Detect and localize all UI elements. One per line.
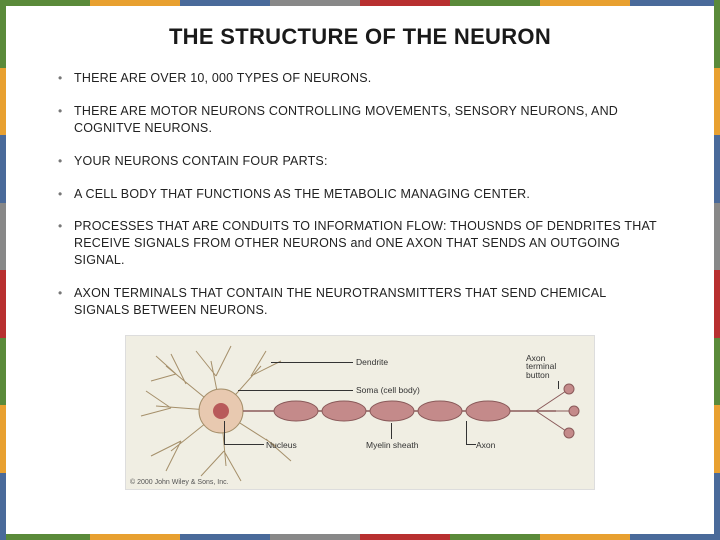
neuron-illustration: Dendrite Soma (cell body) Nucleus Axon M… [125,335,595,490]
leader-line [558,381,559,389]
figure-copyright: © 2000 John Wiley & Sons, Inc. [130,479,229,486]
leader-line [224,421,225,444]
label-myelin: Myelin sheath [366,441,418,450]
leader-line [466,444,476,445]
decorative-border-bottom [0,534,720,540]
label-terminal: Axon terminal button [526,354,556,380]
leader-line [238,390,353,391]
neuron-figure: Dendrite Soma (cell body) Nucleus Axon M… [56,335,664,490]
label-nucleus: Nucleus [266,441,297,450]
leader-line [391,423,392,439]
decorative-border-right [714,0,720,540]
label-axon: Axon [476,441,495,450]
bullet-list: THERE ARE OVER 10, 000 TYPES OF NEURONS.… [56,70,664,319]
leader-line [466,421,467,444]
bullet-item: THERE ARE MOTOR NEURONS CONTROLLING MOVE… [56,103,664,137]
label-dendrite: Dendrite [356,358,388,367]
label-soma: Soma (cell body) [356,386,420,395]
bullet-item: A CELL BODY THAT FUNCTIONS AS THE METABO… [56,186,664,203]
leader-line [224,444,264,445]
bullet-item: AXON TERMINALS THAT CONTAIN THE NEUROTRA… [56,285,664,319]
slide-content: THE STRUCTURE OF THE NEURON THERE ARE OV… [6,6,714,534]
leader-line [271,362,353,363]
bullet-item: YOUR NEURONS CONTAIN FOUR PARTS: [56,153,664,170]
bullet-item: THERE ARE OVER 10, 000 TYPES OF NEURONS. [56,70,664,87]
slide-title: THE STRUCTURE OF THE NEURON [56,24,664,50]
bullet-item: PROCESSES THAT ARE CONDUITS TO INFORMATI… [56,218,664,269]
